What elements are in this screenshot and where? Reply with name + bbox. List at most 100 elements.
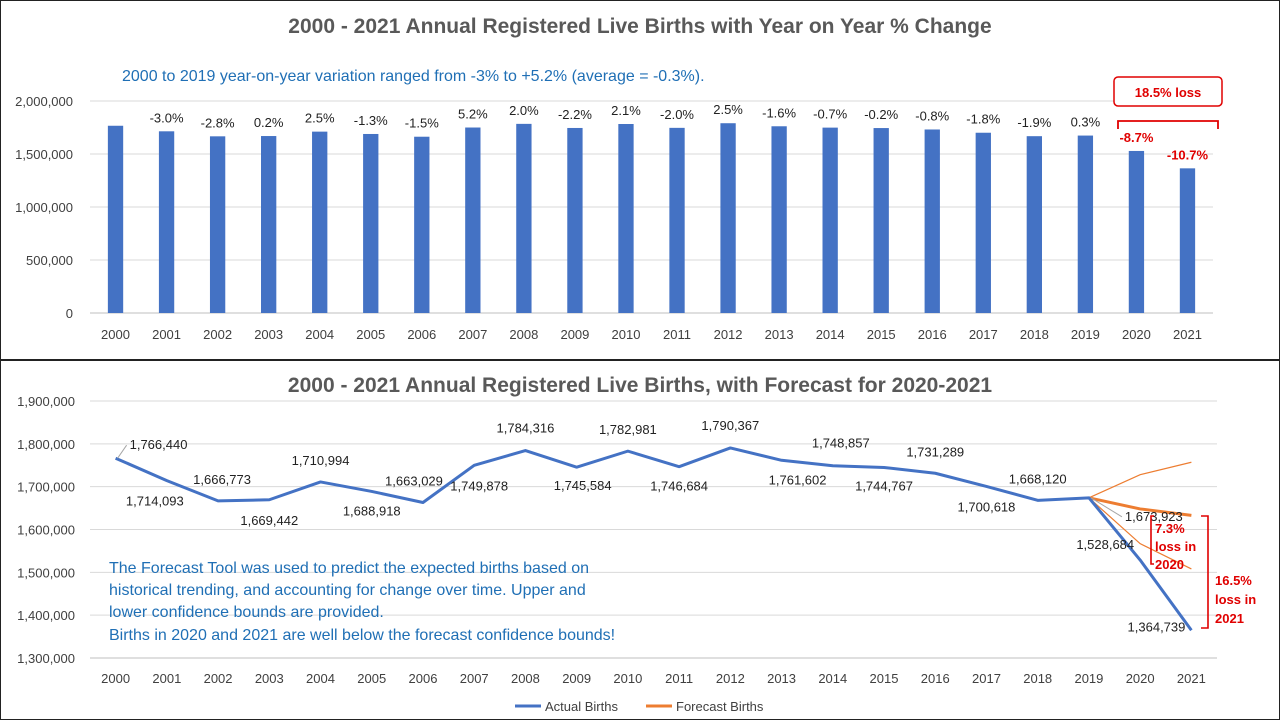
data-label-leader-line <box>1090 497 1123 518</box>
births-label-2011: 1,746,684 <box>650 479 708 494</box>
line-chart-y-tick-label: 1,800,000 <box>17 437 75 452</box>
line-chart-gridlines <box>90 400 1217 659</box>
line-chart-y-tick-label: 1,600,000 <box>17 523 75 538</box>
line-chart-x-tick-label: 2006 <box>409 671 438 686</box>
line-chart-title: 2000 - 2021 Annual Registered Live Birth… <box>288 374 992 397</box>
bar-2011 <box>669 127 685 313</box>
births-label-2020: 1,528,684 <box>1076 537 1134 552</box>
bar-chart-x-tick-label: 2005 <box>356 327 385 342</box>
bar-chart-y-tick-label: 500,000 <box>26 253 73 268</box>
bar-chart-x-tick-label: 2004 <box>305 327 334 342</box>
line-chart-x-tick-label: 2014 <box>818 671 847 686</box>
bar-chart-title: 2000 - 2021 Annual Registered Live Birth… <box>288 15 991 38</box>
yoy-change-label-2014: -0.7% <box>813 107 847 122</box>
bar-2002 <box>209 136 226 313</box>
yoy-change-label-2018: -1.9% <box>1017 115 1051 130</box>
bar-chart-x-tick-label: 2007 <box>458 327 487 342</box>
loss-2021-bracket <box>1201 515 1209 629</box>
bar-2014 <box>822 127 838 313</box>
loss-2020-line-1: 7.3% <box>1155 521 1185 536</box>
line-chart-x-tick-label: 2002 <box>204 671 233 686</box>
actual-births-line <box>115 446 1193 632</box>
yoy-change-label-2005: -1.3% <box>354 113 388 128</box>
bar-chart-x-tick-label: 2015 <box>867 327 896 342</box>
births-label-2007: 1,749,878 <box>450 478 508 493</box>
yoy-change-label-2019: 0.3% <box>1071 115 1101 130</box>
forecast-upper-bound <box>1088 461 1192 499</box>
bar-2020 <box>1128 150 1145 313</box>
births-label-2012: 1,790,367 <box>701 418 759 433</box>
data-label-leader-line <box>117 444 128 459</box>
bar-chart-x-tick-label: 2017 <box>969 327 998 342</box>
line-chart-x-tick-label: 2018 <box>1023 671 1052 686</box>
bar-chart-x-tick-label: 2020 <box>1122 327 1151 342</box>
loss-2020-annotation: 7.3% loss in 2020 <box>1150 515 1196 572</box>
bar-2005 <box>363 133 379 313</box>
births-label-2002: 1,666,773 <box>193 472 251 487</box>
bar-chart-bars <box>107 123 1196 314</box>
births-label-2009: 1,745,584 <box>554 478 612 493</box>
bar-2004 <box>312 131 328 313</box>
births-label-2015: 1,744,767 <box>855 478 913 493</box>
bar-2000 <box>107 125 124 314</box>
bar-2017 <box>975 132 991 313</box>
loss-callout-box <box>1113 76 1223 107</box>
line-chart-x-tick-label: 2013 <box>767 671 796 686</box>
births-label-2014: 1,748,857 <box>812 436 870 451</box>
bar-chart-x-tick-label: 2001 <box>152 327 181 342</box>
births-label-2001: 1,714,093 <box>126 494 184 509</box>
bar-chart-x-tick-label: 2008 <box>509 327 538 342</box>
bar-chart-x-tick-label: 2006 <box>407 327 436 342</box>
line-chart-x-tick-label: 2021 <box>1177 671 1206 686</box>
line-chart-y-axis: 1,300,000 1,400,000 1,500,000 1,600,000 1,70… <box>17 394 75 666</box>
bar-2001 <box>158 131 175 313</box>
yoy-change-label-2012: 2.5% <box>713 102 743 117</box>
line-chart-x-tick-label: 2000 <box>101 671 130 686</box>
bar-2008 <box>516 123 532 313</box>
births-label-2003: 1,669,442 <box>240 513 298 528</box>
actual-births-series <box>115 446 1193 632</box>
line-chart-x-tick-label: 2011 <box>665 671 693 686</box>
forecast-note-line-2: historical trending, and accounting for … <box>109 582 586 599</box>
yoy-change-label-2008: 2.0% <box>509 103 539 118</box>
panel-divider <box>0 359 1280 361</box>
loss-callout: 18.5% loss <box>1113 76 1223 129</box>
line-chart-x-tick-label: 2017 <box>972 671 1001 686</box>
bar-chart-y-axis: 0 500,000 1,000,000 1,500,000 2,000,000 <box>15 94 73 321</box>
line-chart-y-tick-label: 1,900,000 <box>17 394 75 409</box>
line-chart-x-tick-label: 2019 <box>1074 671 1103 686</box>
bar-2010 <box>618 124 634 313</box>
yoy-change-label-2007: 5.2% <box>458 107 488 122</box>
bar-chart-x-tick-label: 2018 <box>1020 327 1049 342</box>
bar-chart-gridlines <box>90 100 1213 314</box>
yoy-change-label-2021: -10.7% <box>1167 147 1209 162</box>
bar-2015 <box>873 128 889 313</box>
forecast-lower-bound <box>1088 497 1192 570</box>
bar-chart-x-tick-label: 2021 <box>1173 327 1202 342</box>
yoy-change-label-2009: -2.2% <box>558 107 592 122</box>
line-chart-x-tick-label: 2008 <box>511 671 540 686</box>
line-chart-y-tick-label: 1,700,000 <box>17 480 75 495</box>
bar-2009 <box>567 127 583 313</box>
yoy-change-label-2020: -8.7% <box>1119 130 1153 145</box>
bar-2019 <box>1077 135 1094 313</box>
legend-actual-label: Actual Births <box>545 699 618 714</box>
births-label-2004: 1,710,994 <box>292 453 350 468</box>
births-label-2008: 1,784,316 <box>497 421 555 436</box>
bar-chart-y-tick-label: 2,000,000 <box>15 94 73 109</box>
legend-forecast-label: Forecast Births <box>676 699 764 714</box>
line-chart-x-axis: 2000 2001 2002 2003 2004 2005 2006 2007 2008 2009… <box>101 671 1206 686</box>
bar-2007 <box>465 127 481 313</box>
yoy-change-label-2015: -0.2% <box>864 107 898 122</box>
yoy-change-label-2002: -2.8% <box>201 115 235 130</box>
bar-chart-x-tick-label: 2010 <box>612 327 641 342</box>
yoy-change-label-2001: -3.0% <box>150 110 184 125</box>
forecast-births-line <box>1088 496 1192 517</box>
line-chart-y-tick-label: 1,400,000 <box>17 608 75 623</box>
line-chart-x-tick-label: 2020 <box>1126 671 1155 686</box>
yoy-change-label-2011: -2.0% <box>660 107 694 122</box>
bar-chart-y-tick-label: 1,500,000 <box>15 147 73 162</box>
bar-chart-x-tick-label: 2016 <box>918 327 947 342</box>
bar-chart-x-axis: 2000 2001 2002 2003 2004 2005 2006 2007 2008 2009… <box>101 327 1202 342</box>
bar-2012 <box>720 123 736 313</box>
